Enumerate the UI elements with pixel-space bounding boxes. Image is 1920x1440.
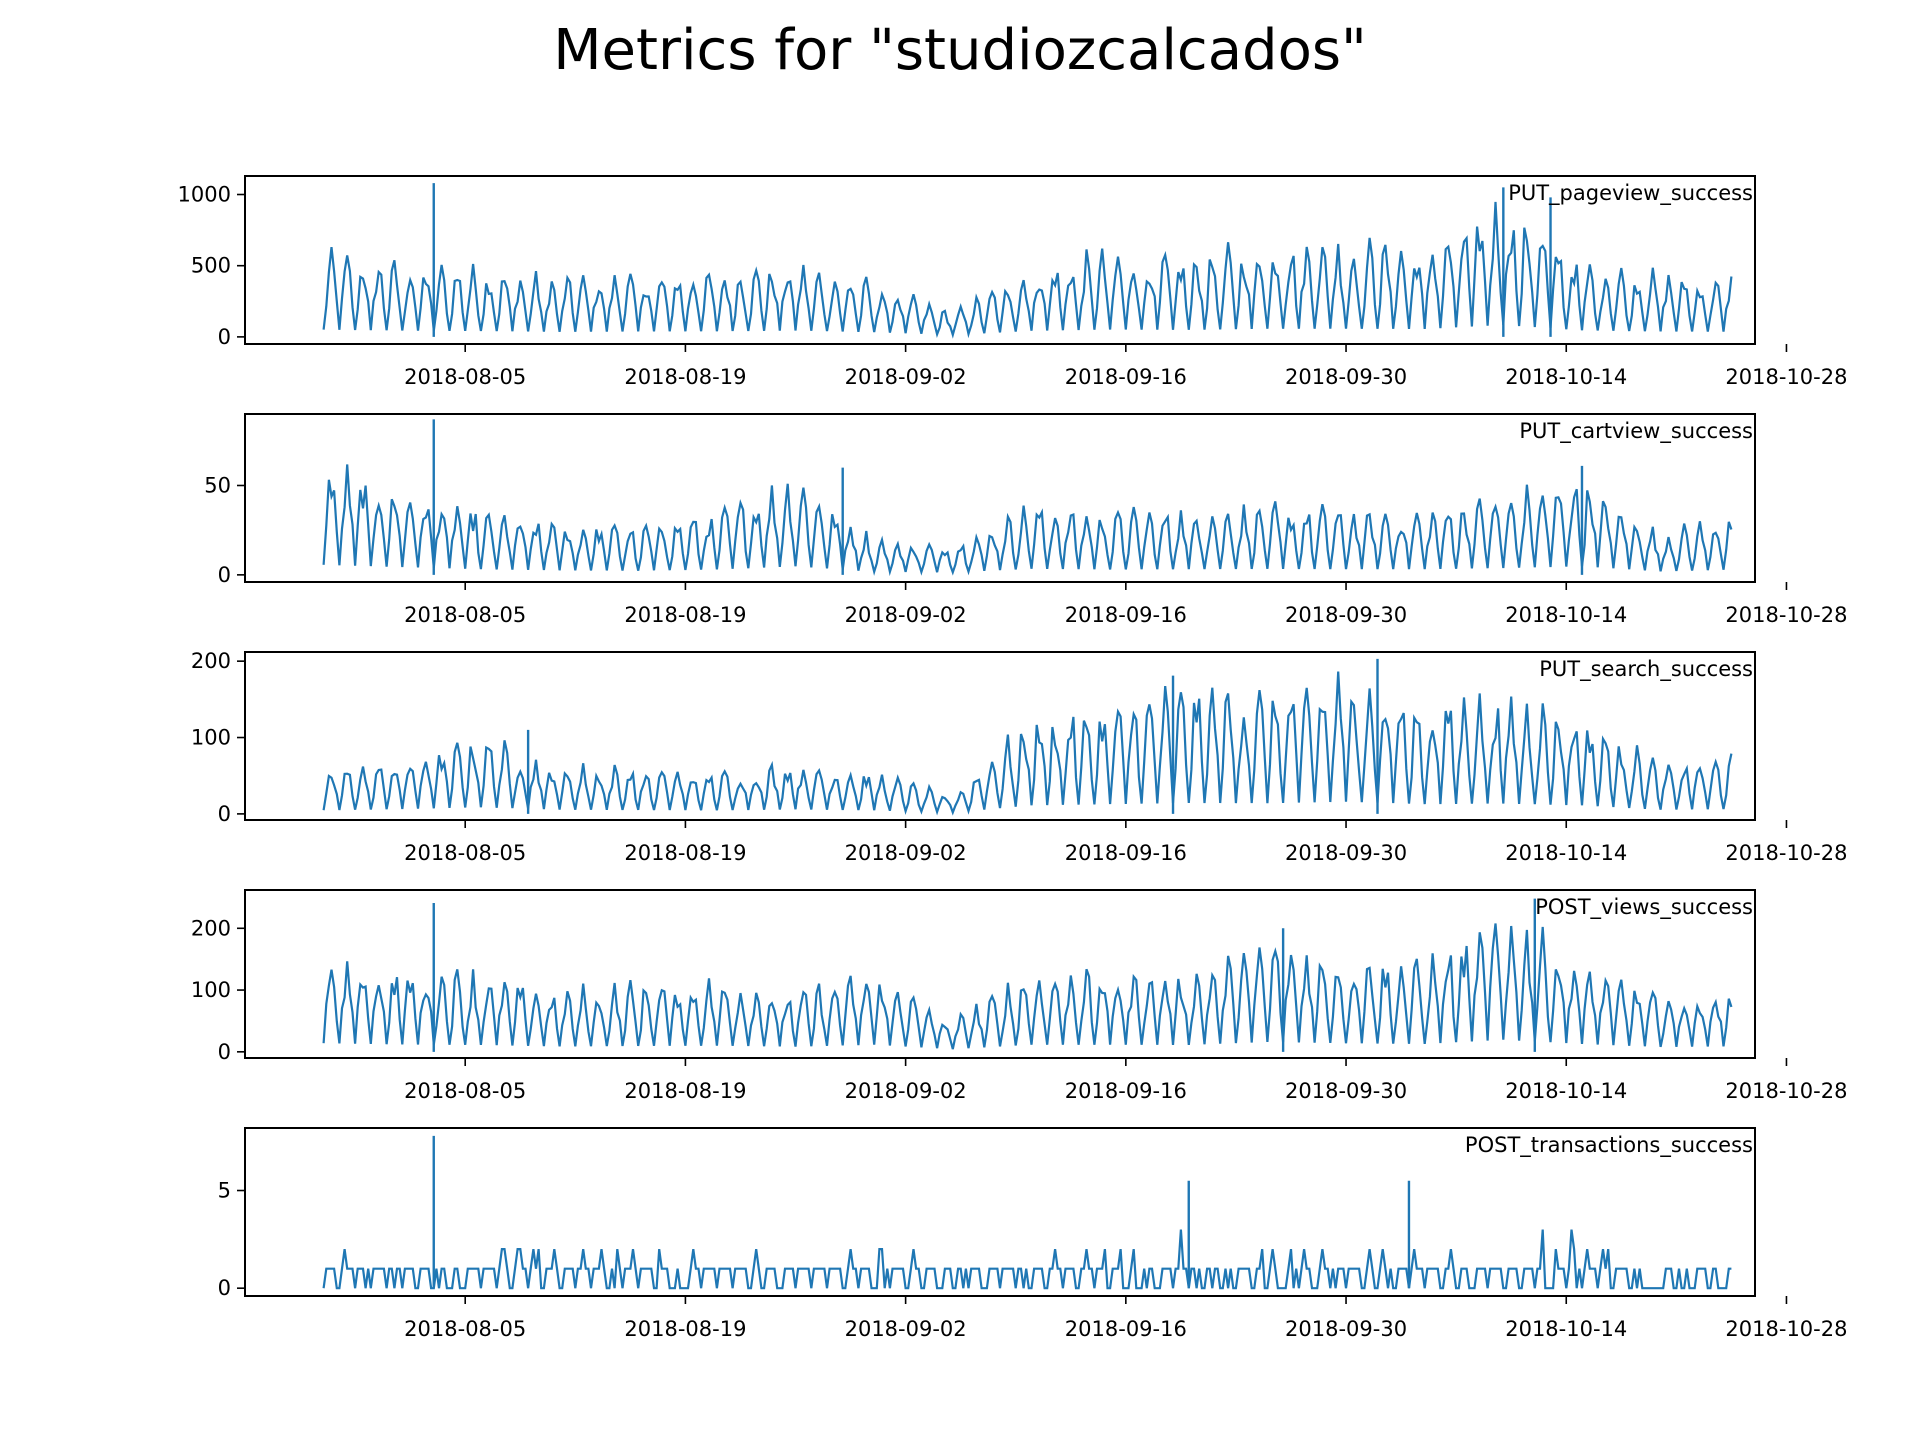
x-tick-label: 2018-10-14 <box>1505 365 1627 389</box>
x-tick-label: 2018-09-30 <box>1285 1317 1407 1341</box>
x-tick-label: 2018-08-05 <box>404 603 526 627</box>
x-tick-label: 2018-08-05 <box>404 365 526 389</box>
subplot-3: 0 100 200 2018-08-05 2018-08-19 2018-09-02 201… <box>191 649 1848 865</box>
y-tick-label: 500 <box>191 254 231 278</box>
x-tick-label: 2018-10-14 <box>1505 603 1627 627</box>
x-tick-label: 2018-08-19 <box>624 1079 746 1103</box>
x-tick-label: 2018-09-02 <box>845 1079 967 1103</box>
x-tick-label: 2018-08-19 <box>624 365 746 389</box>
x-tick-label: 2018-08-19 <box>624 841 746 865</box>
x-tick-label: 2018-10-28 <box>1725 603 1847 627</box>
series-line-4 <box>322 923 1733 1050</box>
series-line-1 <box>322 201 1733 339</box>
y-tick-label: 50 <box>204 473 231 497</box>
axes-frame <box>244 413 1756 583</box>
subplot-5: 0 5 2018-08-05 2018-08-19 2018-09-02 2018-09-… <box>218 1127 1847 1341</box>
subplot-1: 0 500 1000 2018-08-05 2018-08-19 2018-09-02 20… <box>178 175 1847 389</box>
y-tick-label: 200 <box>191 649 231 673</box>
subplot-label: POST_transactions_success <box>1465 1133 1753 1158</box>
axes-frame <box>244 1127 1756 1297</box>
subplot-label: PUT_cartview_success <box>1519 419 1753 444</box>
x-tick-label: 2018-09-16 <box>1065 1317 1187 1341</box>
y-tick-label: 0 <box>218 1276 231 1300</box>
x-tick-label: 2018-09-30 <box>1285 1079 1407 1103</box>
axes-frame <box>244 889 1756 1059</box>
x-tick-label: 2018-10-28 <box>1725 1317 1847 1341</box>
x-tick-label: 2018-08-05 <box>404 1317 526 1341</box>
x-tick-label: 2018-09-02 <box>845 841 967 865</box>
y-tick-label: 0 <box>218 325 231 349</box>
y-tick-label: 0 <box>218 802 231 826</box>
x-tick-label: 2018-10-14 <box>1505 1317 1627 1341</box>
x-tick-label: 2018-10-28 <box>1725 365 1847 389</box>
series-line-3 <box>322 671 1733 816</box>
y-tick-label: 1000 <box>178 183 231 207</box>
series-line-5 <box>322 1229 1732 1290</box>
x-tick-label: 2018-09-02 <box>845 603 967 627</box>
y-tick-label: 0 <box>218 1040 231 1064</box>
x-tick-label: 2018-08-19 <box>624 1317 746 1341</box>
y-tick-label: 200 <box>191 916 231 940</box>
y-tick-label: 5 <box>218 1179 231 1203</box>
series-line-2 <box>322 464 1733 577</box>
y-tick-label: 0 <box>218 563 231 587</box>
x-tick-label: 2018-10-28 <box>1725 841 1847 865</box>
subplot-label: POST_views_success <box>1535 895 1753 920</box>
subplot-4: 0 100 200 2018-08-05 2018-08-19 2018-09-02 201… <box>191 889 1847 1103</box>
x-tick-label: 2018-08-19 <box>624 603 746 627</box>
x-tick-label: 2018-09-02 <box>845 365 967 389</box>
x-tick-label: 2018-08-05 <box>404 1079 526 1103</box>
y-tick-label: 100 <box>191 726 231 750</box>
x-tick-label: 2018-09-30 <box>1285 603 1407 627</box>
x-tick-label: 2018-09-16 <box>1065 603 1187 627</box>
x-tick-label: 2018-10-14 <box>1505 841 1627 865</box>
x-tick-label: 2018-09-16 <box>1065 1079 1187 1103</box>
x-tick-label: 2018-10-28 <box>1725 1079 1847 1103</box>
x-tick-label: 2018-08-05 <box>404 841 526 865</box>
subplot-label: PUT_search_success <box>1539 657 1753 682</box>
x-tick-label: 2018-10-14 <box>1505 1079 1627 1103</box>
x-tick-label: 2018-09-30 <box>1285 841 1407 865</box>
x-tick-label: 2018-09-30 <box>1285 365 1407 389</box>
y-tick-label: 100 <box>191 978 231 1002</box>
subplot-2: 0 50 2018-08-05 2018-08-19 2018-09-02 2018-09… <box>204 413 1847 627</box>
x-tick-label: 2018-09-16 <box>1065 841 1187 865</box>
x-tick-label: 2018-09-16 <box>1065 365 1187 389</box>
axes-frame <box>244 175 1756 345</box>
x-tick-label: 2018-09-02 <box>845 1317 967 1341</box>
axes-frame <box>244 651 1756 821</box>
subplot-label: PUT_pageview_success <box>1508 181 1753 206</box>
figure-title: Metrics for "studiozcalcados" <box>553 18 1367 83</box>
